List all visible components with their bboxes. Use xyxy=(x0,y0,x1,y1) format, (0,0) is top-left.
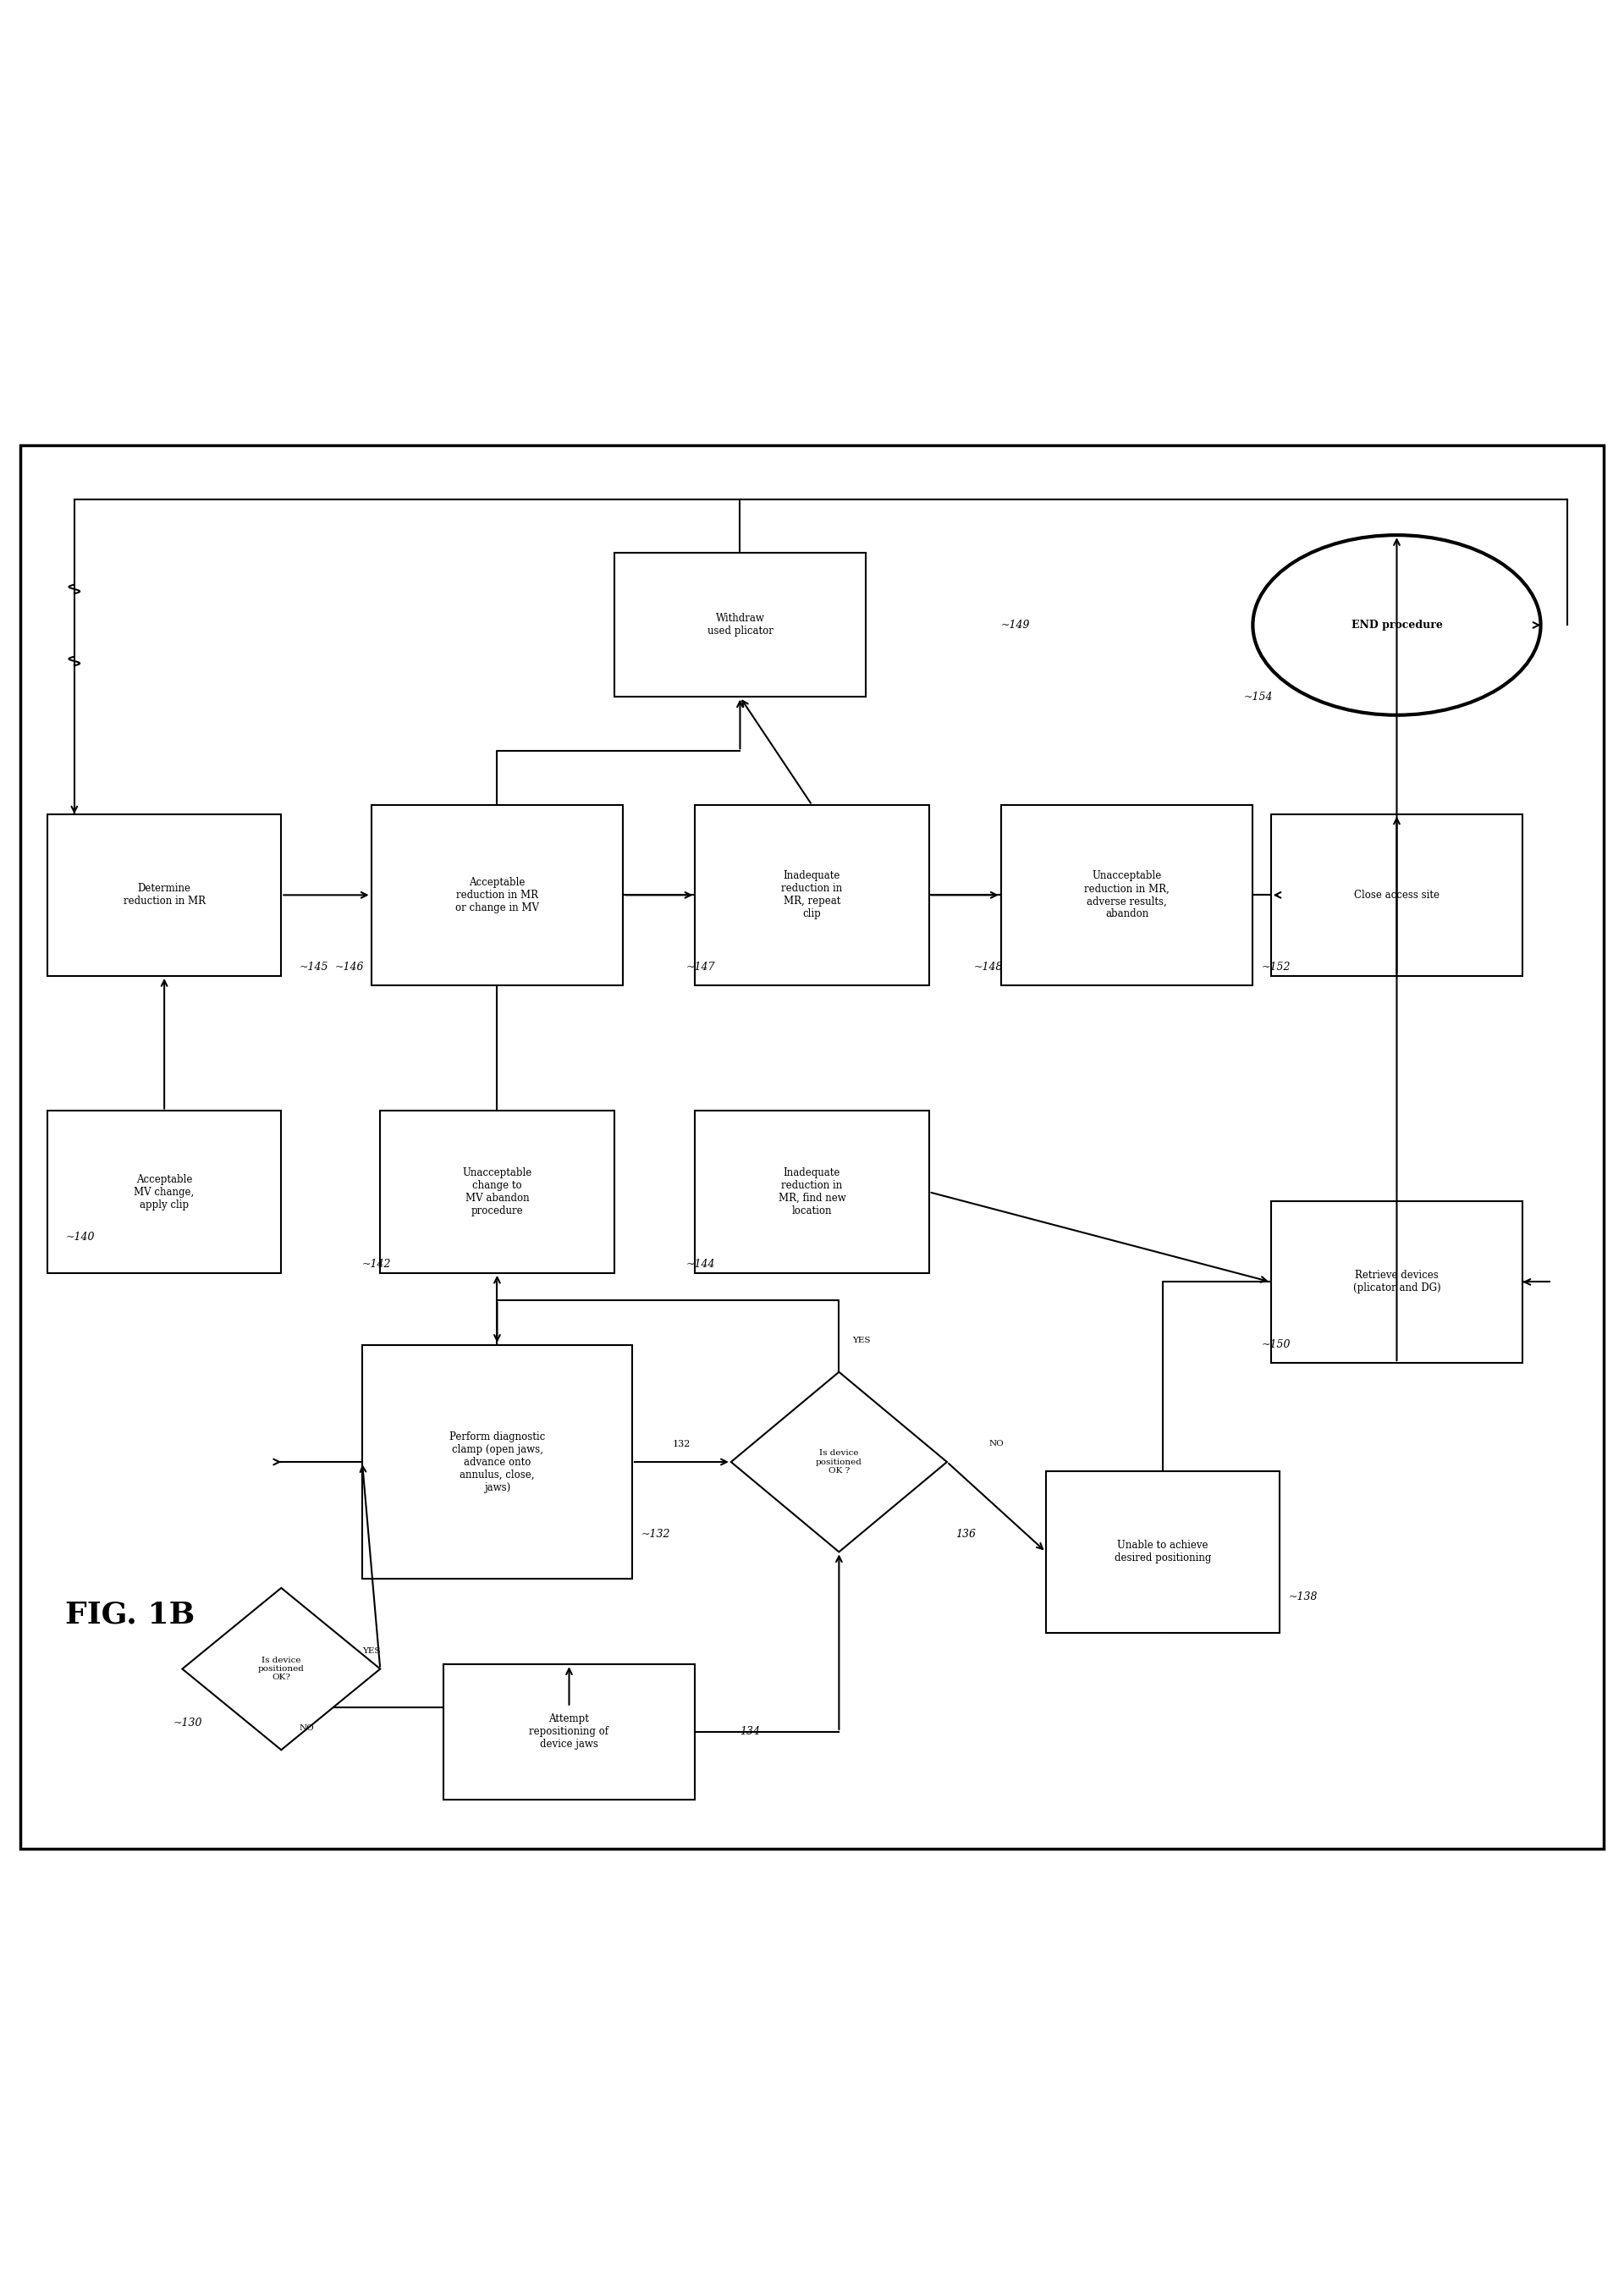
Text: ~148: ~148 xyxy=(974,961,1004,973)
Text: ~132: ~132 xyxy=(641,1528,671,1539)
Polygon shape xyxy=(731,1372,947,1553)
Text: ~145: ~145 xyxy=(299,961,328,973)
FancyBboxPatch shape xyxy=(695,805,929,984)
Text: Determine
reduction in MR: Determine reduction in MR xyxy=(123,883,205,906)
Text: 132: 132 xyxy=(672,1441,690,1448)
Text: Inadequate
reduction in
MR, repeat
clip: Inadequate reduction in MR, repeat clip xyxy=(781,869,843,920)
Text: Unacceptable
change to
MV abandon
procedure: Unacceptable change to MV abandon proced… xyxy=(463,1168,533,1216)
Text: Retrieve devices
(plicator and DG): Retrieve devices (plicator and DG) xyxy=(1353,1271,1440,1294)
FancyBboxPatch shape xyxy=(1046,1470,1280,1633)
Text: Unable to achieve
desired positioning: Unable to achieve desired positioning xyxy=(1114,1539,1212,1565)
FancyBboxPatch shape xyxy=(380,1110,614,1273)
FancyBboxPatch shape xyxy=(1272,1202,1523,1363)
Ellipse shape xyxy=(1252,535,1541,716)
Polygon shape xyxy=(182,1587,380,1750)
Text: ~152: ~152 xyxy=(1262,961,1291,973)
Text: Acceptable
reduction in MR
or change in MV: Acceptable reduction in MR or change in … xyxy=(455,876,539,913)
FancyBboxPatch shape xyxy=(47,814,281,975)
Text: YES: YES xyxy=(362,1647,380,1654)
Text: Is device
positioned
OK ?: Is device positioned OK ? xyxy=(815,1450,862,1475)
FancyBboxPatch shape xyxy=(695,1110,929,1273)
Text: ~150: ~150 xyxy=(1262,1340,1291,1351)
Text: ~146: ~146 xyxy=(335,961,364,973)
FancyBboxPatch shape xyxy=(1000,805,1252,984)
FancyBboxPatch shape xyxy=(1272,814,1523,975)
Text: NO: NO xyxy=(299,1725,313,1732)
Text: ~140: ~140 xyxy=(65,1232,94,1243)
Text: ~154: ~154 xyxy=(1244,690,1273,702)
FancyBboxPatch shape xyxy=(362,1344,632,1578)
Text: Unacceptable
reduction in MR,
adverse results,
abandon: Unacceptable reduction in MR, adverse re… xyxy=(1085,869,1169,920)
Text: 136: 136 xyxy=(957,1528,976,1539)
FancyBboxPatch shape xyxy=(614,553,866,697)
FancyBboxPatch shape xyxy=(372,805,624,984)
Text: ~149: ~149 xyxy=(1000,619,1030,631)
Text: Acceptable
MV change,
apply clip: Acceptable MV change, apply clip xyxy=(135,1175,195,1211)
FancyBboxPatch shape xyxy=(47,1110,281,1273)
Text: FIG. 1B: FIG. 1B xyxy=(65,1601,195,1629)
Text: 134: 134 xyxy=(741,1727,760,1737)
Text: NO: NO xyxy=(989,1441,1004,1448)
FancyBboxPatch shape xyxy=(443,1665,695,1798)
Text: END procedure: END procedure xyxy=(1351,619,1442,631)
Text: Inadequate
reduction in
MR, find new
location: Inadequate reduction in MR, find new loc… xyxy=(778,1168,846,1216)
Text: ~130: ~130 xyxy=(174,1718,203,1727)
Text: ~144: ~144 xyxy=(685,1259,715,1269)
Text: ~142: ~142 xyxy=(362,1259,391,1269)
Text: Close access site: Close access site xyxy=(1354,890,1439,902)
Text: ~147: ~147 xyxy=(685,961,715,973)
Text: Withdraw
used plicator: Withdraw used plicator xyxy=(706,612,773,638)
Text: ~138: ~138 xyxy=(1289,1592,1319,1604)
Text: YES: YES xyxy=(853,1337,870,1344)
Text: Is device
positioned
OK?: Is device positioned OK? xyxy=(258,1656,304,1682)
Text: Attempt
repositioning of
device jaws: Attempt repositioning of device jaws xyxy=(529,1714,609,1750)
Text: Perform diagnostic
clamp (open jaws,
advance onto
annulus, close,
jaws): Perform diagnostic clamp (open jaws, adv… xyxy=(450,1431,546,1493)
